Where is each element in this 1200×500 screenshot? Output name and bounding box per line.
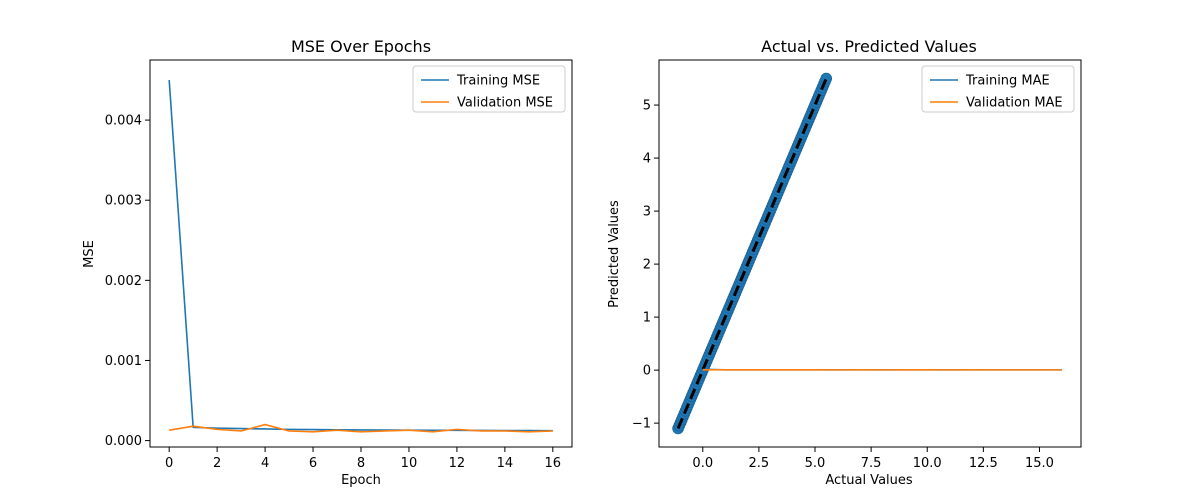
x-axis-label: Epoch [341,473,381,488]
legend-box [921,65,1075,113]
x-tick-label: 0.0 [692,456,713,471]
plot-area [168,79,553,433]
y-tick-label: 1 [643,311,651,326]
legend: Training MSE Validation MSE [412,65,566,113]
y-tick-label: 2 [643,258,651,273]
x-tick-label: 5.0 [805,456,826,471]
x-tick-label: 6 [309,456,317,471]
x-tick-label: 14 [497,456,514,471]
marks [168,79,553,433]
actual-vs-predicted-chart: Actual vs. Predicted Values Actual Value… [607,37,1082,488]
tick-group: 0.0 2.5 5.0 7.5 10.0 12.5 15.0 −1 0 1 2 3 4 5 [632,99,1054,471]
tick-group: 0 2 4 6 8 10 12 14 16 0.000 0.001 0.002 0.003 0.004 [105,114,561,471]
x-tick-label: 4 [261,456,269,471]
legend-label: Validation MSE [457,96,553,111]
x-tick-label: 7.5 [861,456,882,471]
chart-title: MSE Over Epochs [291,37,431,56]
axes-frame [658,59,1082,448]
y-tick-label: 0.004 [105,114,142,129]
y-tick-label: 0.000 [105,434,142,449]
x-axis-label: Actual Values [825,473,913,488]
series-line [169,423,553,433]
chart-title: Actual vs. Predicted Values [761,37,977,56]
y-tick-label: −1 [632,417,651,432]
y-tick-label: 5 [643,99,651,114]
plot-area [672,72,1062,435]
y-tick-label: 0.003 [105,194,142,209]
y-tick-label: 3 [643,205,651,220]
legend-box [412,65,566,113]
series-line [168,79,553,432]
y-tick-label: 4 [643,152,651,167]
x-tick-label: 0 [165,456,173,471]
y-tick-label: 0 [643,364,651,379]
legend: Training MAE Validation MAE [921,65,1075,113]
y-tick-label: 0.002 [105,274,142,289]
x-tick-label: 12 [449,456,466,471]
marks [672,72,1062,435]
legend-label: Training MSE [456,74,540,89]
x-tick-label: 16 [545,456,562,471]
x-tick-label: 2.5 [749,456,770,471]
legend-label: Training MAE [965,74,1050,89]
mse-chart: MSE Over Epochs Epoch MSE 0 2 4 6 8 10 12 14 160… [82,37,573,488]
x-tick-label: 8 [357,456,365,471]
x-tick-label: 12.5 [969,456,998,471]
y-axis-label: Predicted Values [607,200,622,308]
x-tick-label: 10 [401,456,418,471]
ideal-line [676,77,828,430]
x-tick-label: 2 [213,456,221,471]
x-tick-label: 10.0 [913,456,942,471]
x-tick-label: 15.0 [1025,456,1054,471]
axes-frame [149,59,573,448]
legend-label: Validation MAE [966,96,1063,111]
y-axis-label: MSE [82,240,97,268]
y-tick-label: 0.001 [105,354,142,369]
